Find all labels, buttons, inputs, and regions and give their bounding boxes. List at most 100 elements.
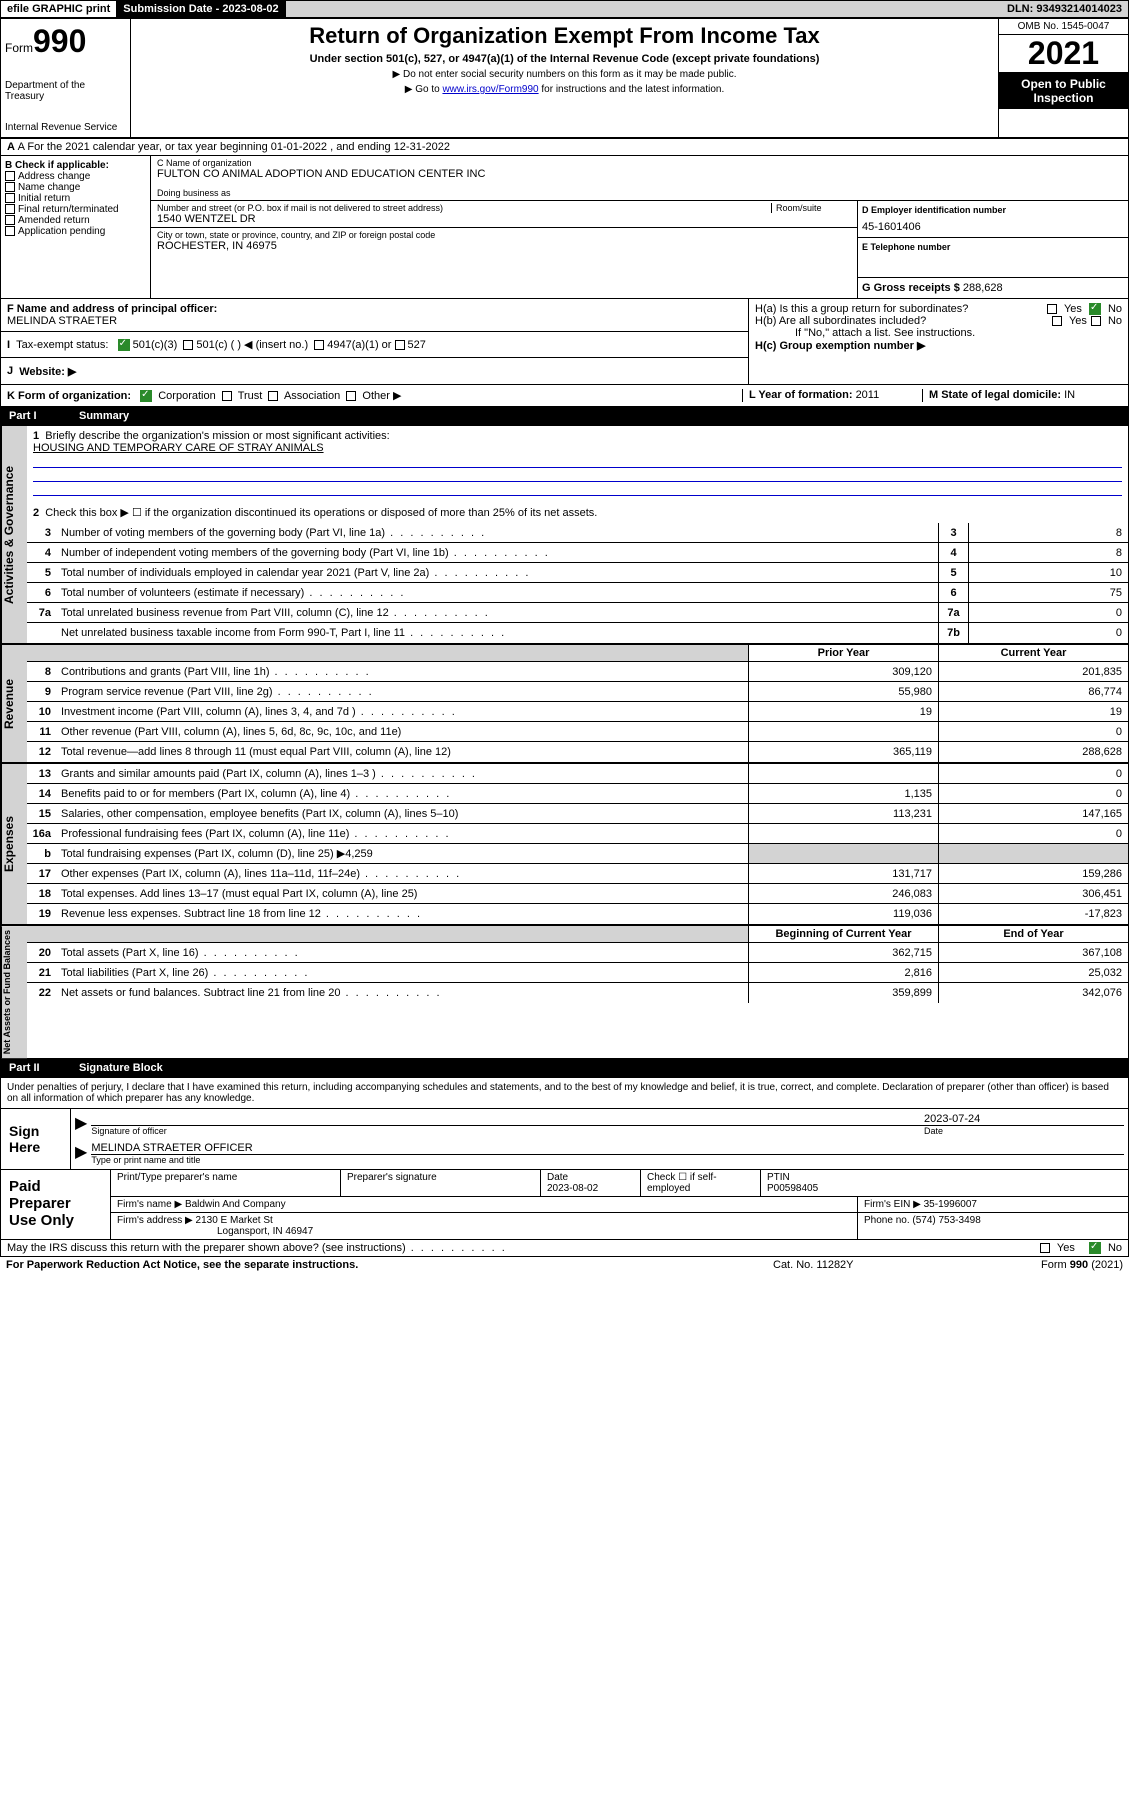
activities-governance: Activities & Governance 1 Briefly descri… (0, 425, 1129, 644)
street-address: 1540 WENTZEL DR (157, 213, 851, 225)
line-16b: bTotal fundraising expenses (Part IX, co… (27, 844, 1128, 864)
chk-501c3[interactable] (118, 339, 130, 351)
line-5: 5Total number of individuals employed in… (27, 563, 1128, 583)
city-state-zip: ROCHESTER, IN 46975 (157, 240, 851, 252)
firm-address: 2130 E Market St (196, 1215, 273, 1226)
omb-number: OMB No. 1545-0047 (999, 19, 1128, 35)
sig-date: 2023-07-24 (924, 1113, 1124, 1125)
form-ref: Form 990 (2021) (973, 1259, 1123, 1271)
inspection-badge: Open to Public Inspection (999, 73, 1128, 109)
header-left: Form990 Department of the Treasury Inter… (1, 19, 131, 137)
org-name-label: C Name of organization (157, 158, 1122, 168)
chk-assoc[interactable] (268, 391, 278, 401)
line-13: 13Grants and similar amounts paid (Part … (27, 764, 1128, 784)
chk-hb-yes[interactable] (1052, 316, 1062, 326)
signature-block: Under penalties of perjury, I declare th… (0, 1077, 1129, 1257)
ein: 45-1601406 (862, 221, 1124, 233)
addr-label: Number and street (or P.O. box if mail i… (157, 203, 771, 213)
line-7a: 7aTotal unrelated business revenue from … (27, 603, 1128, 623)
chk-501c[interactable] (183, 340, 193, 350)
expenses-section: Expenses 13Grants and similar amounts pa… (0, 763, 1129, 925)
line-1: 1 Briefly describe the organization's mi… (27, 426, 1128, 502)
box-h: H(a) Is this a group return for subordin… (748, 299, 1128, 384)
row-a: A A For the 2021 calendar year, or tax y… (0, 138, 1129, 156)
box-l: L Year of formation: 2011 (742, 389, 922, 402)
line-7b: Net unrelated business taxable income fr… (27, 623, 1128, 643)
chk-address[interactable] (5, 171, 15, 181)
part1-header: Part ISummary (0, 407, 1129, 425)
chk-discuss-no[interactable] (1089, 1242, 1101, 1254)
netassets-header: Beginning of Current Year End of Year (27, 926, 1128, 943)
current-year-hdr: Current Year (938, 645, 1128, 661)
room-label: Room/suite (771, 203, 851, 213)
form-header: Form990 Department of the Treasury Inter… (0, 18, 1129, 138)
side-exp: Expenses (1, 764, 27, 924)
cat-no: Cat. No. 11282Y (773, 1259, 973, 1271)
netassets-section: Net Assets or Fund Balances Beginning of… (0, 925, 1129, 1059)
line-18: 18Total expenses. Add lines 13–17 (must … (27, 884, 1128, 904)
dba-label: Doing business as (157, 188, 1122, 198)
line-19: 19Revenue less expenses. Subtract line 1… (27, 904, 1128, 924)
line-6: 6Total number of volunteers (estimate if… (27, 583, 1128, 603)
discuss-row: May the IRS discuss this return with the… (1, 1239, 1128, 1256)
box-b: B Check if applicable: Address change Na… (1, 156, 151, 298)
chk-ha-yes[interactable] (1047, 304, 1057, 314)
line-15: 15Salaries, other compensation, employee… (27, 804, 1128, 824)
box-e: E Telephone number (858, 238, 1128, 278)
firm-phone: (574) 753-3498 (912, 1215, 980, 1226)
gross-receipts: 288,628 (963, 282, 1003, 294)
side-rev: Revenue (1, 645, 27, 762)
chk-pending[interactable] (5, 226, 15, 236)
line-2: 2 Check this box ▶ ☐ if the organization… (27, 502, 1128, 523)
section-fh: F Name and address of principal officer:… (0, 299, 1129, 385)
form-number: 990 (33, 23, 86, 59)
header-right: OMB No. 1545-0047 2021 Open to Public In… (998, 19, 1128, 137)
dln: DLN: 93493214014023 (1001, 1, 1128, 17)
firm-name: Baldwin And Company (185, 1199, 286, 1210)
officer-name: MELINDA STRAETER OFFICER (91, 1142, 1124, 1154)
paid-preparer: Paid Preparer Use Only Print/Type prepar… (1, 1169, 1128, 1239)
city-label: City or town, state or province, country… (157, 230, 851, 240)
box-f: F Name and address of principal officer:… (1, 299, 748, 332)
perjury-text: Under penalties of perjury, I declare th… (1, 1078, 1128, 1108)
chk-discuss-yes[interactable] (1040, 1243, 1050, 1253)
chk-final[interactable] (5, 204, 15, 214)
line-10: 10Investment income (Part VIII, column (… (27, 702, 1128, 722)
revenue-header: Prior Year Current Year (27, 645, 1128, 662)
box-j: J Website: ▶ (1, 358, 748, 384)
mission-text: HOUSING AND TEMPORARY CARE OF STRAY ANIM… (33, 442, 324, 454)
irs-link[interactable]: www.irs.gov/Form990 (442, 84, 538, 95)
line-3: 3Number of voting members of the governi… (27, 523, 1128, 543)
chk-hb-no[interactable] (1091, 316, 1101, 326)
chk-amended[interactable] (5, 215, 15, 225)
firm-ein: 35-1996007 (924, 1199, 977, 1210)
prep-label: Paid Preparer Use Only (1, 1170, 111, 1239)
top-bar: efile GRAPHIC print Submission Date - 20… (0, 0, 1129, 18)
chk-527[interactable] (395, 340, 405, 350)
irs: Internal Revenue Service (5, 122, 126, 133)
section-bcd: B Check if applicable: Address change Na… (0, 156, 1129, 299)
line-16a: 16aProfessional fundraising fees (Part I… (27, 824, 1128, 844)
revenue-section: Revenue Prior Year Current Year 8Contrib… (0, 644, 1129, 763)
chk-ha-no[interactable] (1089, 303, 1101, 315)
chk-corp[interactable] (140, 390, 152, 402)
line-11: 11Other revenue (Part VIII, column (A), … (27, 722, 1128, 742)
line-8: 8Contributions and grants (Part VIII, li… (27, 662, 1128, 682)
chk-trust[interactable] (222, 391, 232, 401)
chk-4947[interactable] (314, 340, 324, 350)
chk-initial[interactable] (5, 193, 15, 203)
side-na: Net Assets or Fund Balances (1, 926, 27, 1058)
form-word: Form (5, 41, 33, 55)
chk-name[interactable] (5, 182, 15, 192)
line-17: 17Other expenses (Part IX, column (A), l… (27, 864, 1128, 884)
line-22: 22Net assets or fund balances. Subtract … (27, 983, 1128, 1003)
side-ag: Activities & Governance (1, 426, 27, 643)
chk-other[interactable] (346, 391, 356, 401)
line-20: 20Total assets (Part X, line 16)362,7153… (27, 943, 1128, 963)
submission-date: Submission Date - 2023-08-02 (117, 1, 285, 17)
prep-date: 2023-08-02 (547, 1183, 598, 1194)
efile-btn[interactable]: efile GRAPHIC print (1, 1, 117, 17)
box-c: C Name of organization FULTON CO ANIMAL … (151, 156, 1128, 298)
form-note1: ▶ Do not enter social security numbers o… (135, 69, 994, 80)
tax-year: 2021 (999, 35, 1128, 73)
